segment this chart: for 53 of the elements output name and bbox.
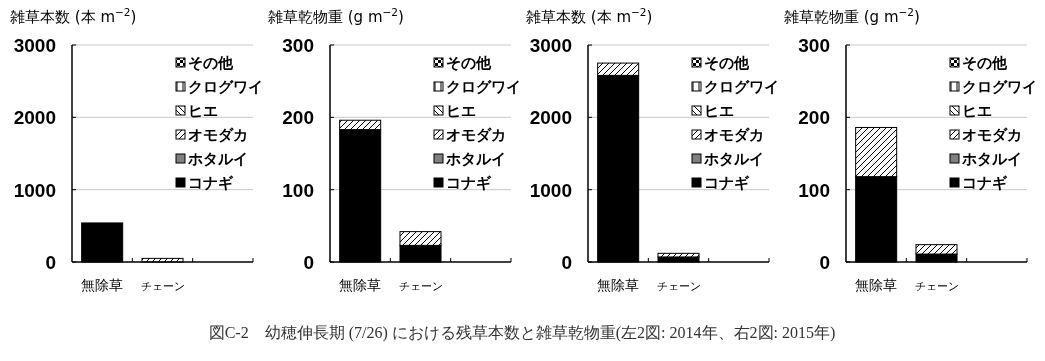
x-tick-label: チェーン <box>914 280 959 293</box>
text: 図C-2 幼穂伸長期 (7/26) における残草本数と雑草乾物重(左2図: 2014年、右2図: 2015年) <box>208 324 836 342</box>
legend-label: コナギ <box>446 174 492 192</box>
y-tick-label: 1000 <box>529 179 572 201</box>
y-tick-label: 200 <box>798 107 830 129</box>
legend-label: コナギ <box>188 174 234 192</box>
y-tick-label: 2000 <box>529 107 572 129</box>
legend-label: コナギ <box>704 174 750 192</box>
legend-label: ヒエ <box>962 102 992 120</box>
y-tick-label: 100 <box>798 179 830 201</box>
legend-label: その他 <box>962 54 1008 72</box>
legend-label: ホタルイ <box>445 150 506 168</box>
y-tick-label: 0 <box>303 252 314 273</box>
chart-title: 雑草本数 (本 m$^{−2}$) <box>526 6 653 26</box>
legend-label: その他 <box>446 54 492 72</box>
legend-label: クログワイ <box>962 78 1037 96</box>
x-tick-label: 無除草 <box>81 277 124 293</box>
legend-label: オモダカ <box>704 126 764 144</box>
chart-title: 雑草乾物重 (g m$^{−2}$) <box>784 6 920 26</box>
legend-label: クログワイ <box>704 78 779 96</box>
legend-label: ヒエ <box>704 102 734 120</box>
y-tick-label: 100 <box>282 179 314 201</box>
y-tick-label: 3000 <box>529 35 572 56</box>
legend-label: クログワイ <box>446 78 521 96</box>
legend-label: ホタルイ <box>703 150 764 168</box>
y-tick-label: 0 <box>561 252 572 273</box>
y-tick-label: 200 <box>282 107 314 129</box>
x-tick-label: チェーン <box>398 280 443 293</box>
legend-label: クログワイ <box>188 78 263 96</box>
legend-label: その他 <box>704 54 750 72</box>
legend-label: ヒエ <box>188 102 218 120</box>
x-tick-label: 無除草 <box>597 277 640 293</box>
chart-title: 雑草乾物重 (g m$^{−2}$) <box>268 6 404 26</box>
legend-label: ヒエ <box>446 102 476 120</box>
x-tick-label: 無除草 <box>339 277 382 293</box>
y-tick-label: 3000 <box>13 35 56 56</box>
legend-label: その他 <box>188 54 234 72</box>
y-tick-label: 300 <box>798 35 830 56</box>
y-tick-label: 0 <box>45 252 56 273</box>
x-tick-label: 無除草 <box>855 277 898 293</box>
chart-title: 雑草本数 (本 m$^{−2}$) <box>10 6 137 26</box>
legend-label: オモダカ <box>446 126 506 144</box>
legend-label: コナギ <box>962 174 1008 192</box>
y-tick-label: 1000 <box>13 179 56 201</box>
y-tick-label: 0 <box>819 252 830 273</box>
legend-label: ホタルイ <box>187 150 248 168</box>
x-tick-label: チェーン <box>656 280 701 293</box>
y-tick-label: 2000 <box>13 107 56 129</box>
y-tick-label: 300 <box>282 35 314 56</box>
legend-label: オモダカ <box>962 126 1022 144</box>
legend-label: ホタルイ <box>961 150 1022 168</box>
legend-label: オモダカ <box>188 126 248 144</box>
x-tick-label: チェーン <box>140 280 185 293</box>
